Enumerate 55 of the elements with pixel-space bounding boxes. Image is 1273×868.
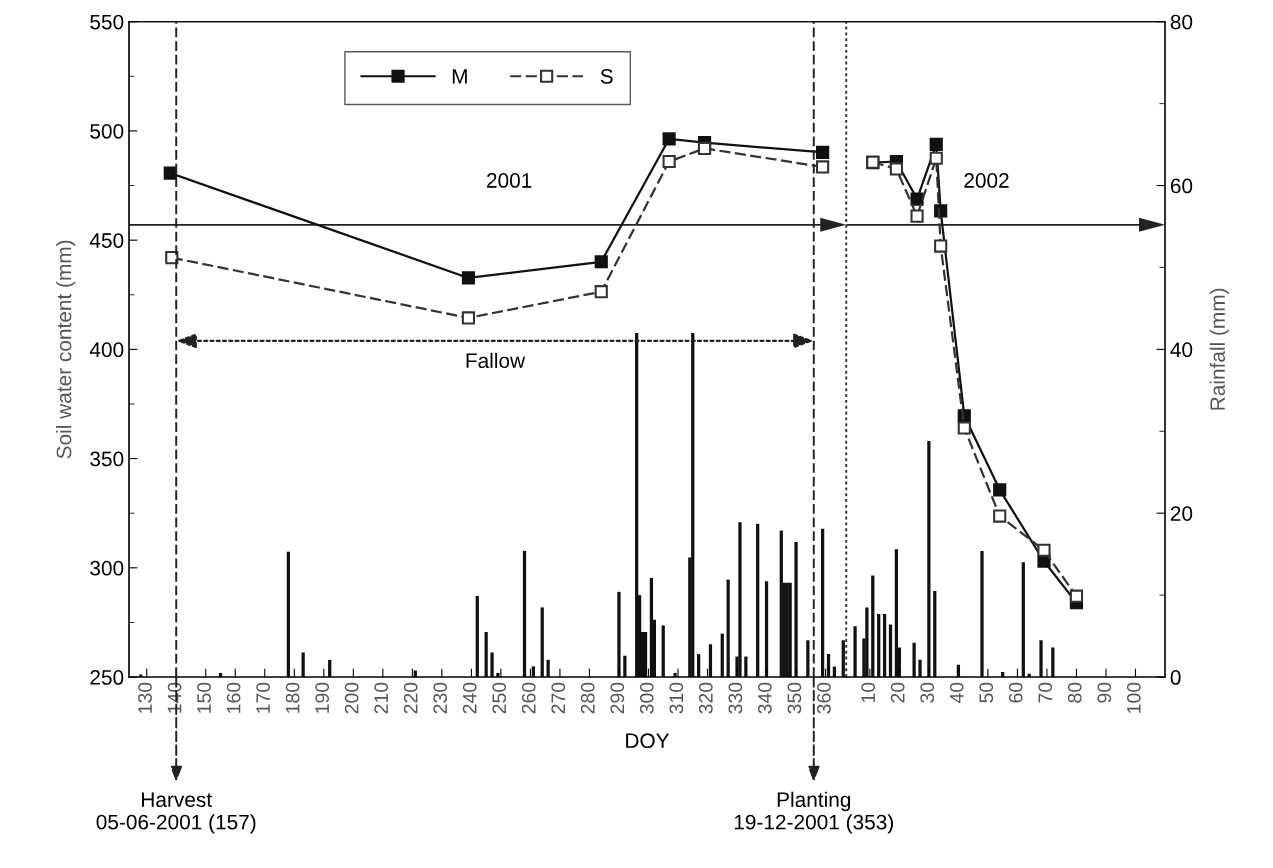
y-tick-label: 350 [90, 451, 124, 467]
y2-tick-label: 20 [1170, 506, 1193, 521]
x-tick-label: 90 [1097, 682, 1112, 703]
x-tick-label: 250 [492, 682, 507, 714]
x-axis-title: DOY [626, 733, 670, 749]
x-tick-label: 200 [344, 682, 359, 714]
x-tick-label: 70 [1038, 682, 1053, 703]
ref-line-label: Planting 19-12-2001 (353) [734, 791, 893, 834]
y-tick-label: 400 [89, 342, 124, 358]
annotation: Fallow [466, 352, 526, 369]
x-tick-label: 190 [315, 682, 330, 713]
y-tick-label: 250 [90, 670, 124, 685]
annotation: 2001 [487, 173, 532, 188]
x-tick-label: 100 [1126, 682, 1141, 713]
x-tick-label: 300 [639, 682, 654, 714]
x-tick-label: 40 [949, 682, 964, 704]
y-tick-label: 450 [89, 233, 124, 248]
annotation: 2002 [964, 173, 1009, 188]
x-tick-label: 20 [890, 682, 905, 703]
ref-line-label: Harvest 05-06-2001 (157) [96, 792, 256, 834]
x-tick-label: 230 [433, 682, 448, 714]
x-tick-label: 170 [256, 682, 270, 713]
x-tick-label: 220 [403, 682, 418, 714]
y-tick-label: 500 [90, 123, 124, 139]
y-tick-label: 300 [90, 560, 124, 576]
y2-tick-label: 80 [1170, 14, 1193, 30]
x-tick-label: 60 [1008, 682, 1023, 703]
y2-axis-title: Rainfall (mm) [1209, 288, 1230, 410]
x-tick-label: 310 [669, 682, 684, 714]
x-tick-label: 290 [610, 682, 625, 714]
x-tick-label: 160 [226, 682, 241, 713]
x-tick-label: 150 [197, 682, 211, 713]
x-tick-label: 180 [285, 682, 300, 713]
x-tick-label: 270 [551, 682, 566, 714]
x-tick-label: 30 [920, 682, 935, 703]
x-tick-label: 330 [728, 682, 743, 714]
x-tick-label: 280 [580, 682, 595, 714]
x-tick-label: 260 [521, 682, 536, 714]
y-tick-label: 550 [90, 14, 124, 30]
x-tick-label: 50 [979, 682, 994, 703]
x-tick-label: 130 [138, 682, 152, 713]
legend-label: S [600, 68, 613, 84]
x-tick-label: 340 [757, 682, 772, 714]
x-tick-label: 320 [698, 682, 713, 714]
y2-tick-label: 0 [1170, 670, 1181, 685]
y2-tick-label: 40 [1170, 342, 1193, 358]
legend-label: M [452, 69, 467, 84]
x-tick-label: 360 [817, 682, 831, 714]
y-axis-title: Soil water content (mm) [56, 240, 76, 459]
y2-tick-label: 60 [1170, 178, 1193, 194]
x-tick-label: 80 [1067, 682, 1082, 703]
x-tick-label: 240 [462, 682, 477, 714]
x-tick-label: 10 [861, 682, 876, 703]
x-tick-label: 210 [374, 682, 389, 714]
x-tick-label: 350 [787, 682, 802, 714]
